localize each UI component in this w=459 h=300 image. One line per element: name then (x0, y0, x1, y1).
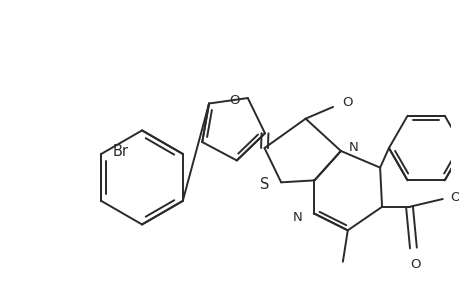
Text: O: O (229, 94, 240, 106)
Text: O: O (409, 258, 420, 271)
Text: O: O (341, 97, 352, 110)
Text: O: O (450, 190, 459, 203)
Text: S: S (259, 177, 269, 192)
Text: Br: Br (112, 144, 128, 159)
Text: N: N (292, 211, 302, 224)
Text: N: N (348, 141, 358, 154)
